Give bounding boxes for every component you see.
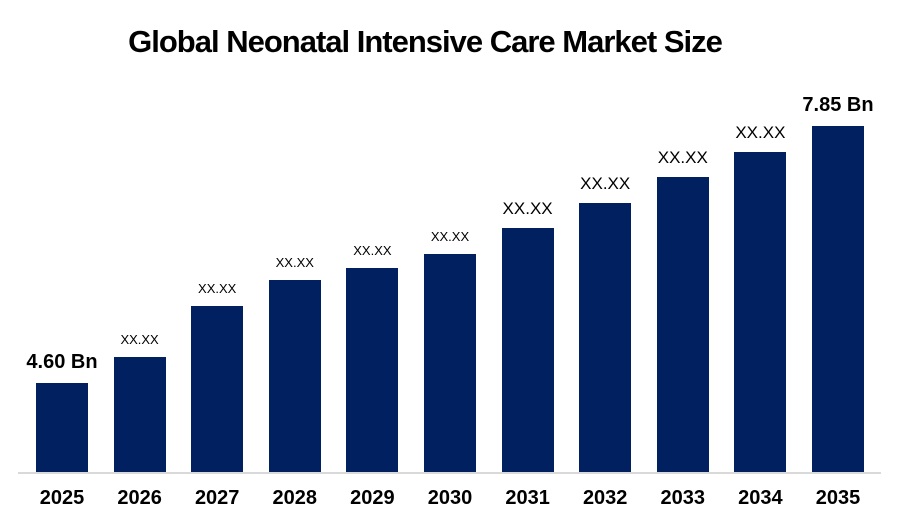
bar-2029	[346, 268, 399, 472]
x-tick-2032: 2032	[582, 487, 628, 509]
x-tick-2033: 2033	[660, 487, 706, 509]
bar-2034	[734, 152, 787, 472]
value-label-2028: XX.XX	[275, 255, 314, 270]
value-label-2025: 4.60 Bn	[26, 351, 98, 373]
x-tick-2027: 2027	[194, 487, 240, 509]
x-tick-2025: 2025	[39, 487, 85, 509]
value-label-2031: XX.XX	[502, 199, 553, 218]
x-tick-2035: 2035	[815, 487, 861, 509]
bar-2031	[501, 228, 554, 472]
chart-title: Global Neonatal Intensive Care Market Si…	[128, 24, 723, 59]
value-label-2030: XX.XX	[430, 229, 470, 244]
bar-2032	[579, 203, 632, 472]
bar-2026	[113, 357, 166, 472]
x-tick-2030: 2030	[427, 487, 473, 509]
bar-2033	[656, 177, 709, 472]
x-tick-2029: 2029	[350, 487, 395, 509]
value-label-2029: XX.XX	[353, 243, 392, 258]
x-tick-2031: 2031	[505, 487, 550, 509]
value-label-2033: XX.XX	[657, 148, 708, 167]
x-axis-line	[18, 472, 881, 474]
bar-2035	[812, 126, 864, 472]
value-label-2034: XX.XX	[735, 123, 786, 142]
bar-2030	[424, 254, 476, 472]
x-tick-2028: 2028	[272, 487, 318, 509]
bar-2027	[191, 306, 244, 472]
x-tick-2026: 2026	[117, 487, 162, 509]
value-label-2032: XX.XX	[580, 174, 631, 193]
bar-2025	[36, 383, 88, 472]
value-label-2035: 7.85 Bn	[802, 94, 874, 116]
value-label-2026: XX.XX	[120, 332, 159, 347]
bar-2028	[268, 280, 321, 472]
value-label-2027: XX.XX	[198, 281, 237, 296]
x-tick-2034: 2034	[738, 487, 783, 509]
